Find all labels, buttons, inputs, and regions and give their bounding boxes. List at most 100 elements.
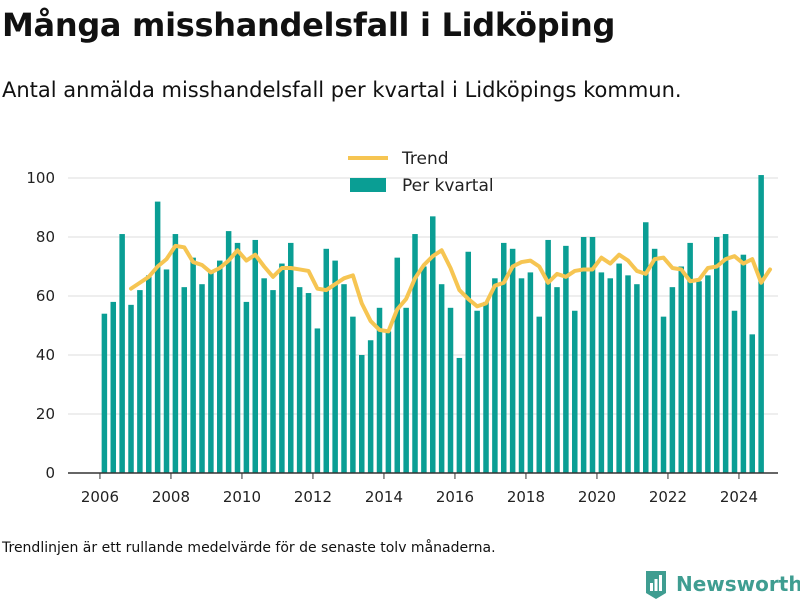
bar [243, 301, 250, 473]
bar [421, 266, 427, 473]
bar [217, 260, 223, 473]
bar [527, 272, 534, 473]
bar [101, 313, 108, 473]
y-tick-label: 100 [26, 169, 55, 187]
bar [190, 257, 196, 473]
bar [154, 201, 161, 473]
bar [438, 284, 445, 473]
bar [323, 248, 330, 473]
footnote: Trendlinjen är ett rullande medelvärde f… [2, 540, 496, 556]
bar [199, 284, 205, 473]
chart-subtitle: Antal anmälda misshandelsfall per kvarta… [2, 78, 682, 102]
bar [687, 242, 693, 473]
x-tick-label: 2018 [507, 488, 545, 506]
x-tick-label: 2014 [365, 488, 403, 506]
x-tick-label: 2012 [294, 488, 332, 506]
bar [172, 234, 179, 473]
bar [554, 287, 560, 473]
bar [208, 272, 214, 473]
bar [536, 316, 543, 473]
bar [234, 242, 241, 473]
bar [403, 307, 409, 473]
chart: 0 20 40 60 80 100 2006 2008 2010 2012 2014 2016 201… [26, 149, 778, 506]
bar [119, 234, 125, 473]
newsworthy-logo-icon [646, 571, 666, 599]
x-tick-label: 2024 [720, 488, 758, 506]
trend-line [129, 243, 773, 334]
bar [634, 284, 640, 473]
bar [279, 263, 285, 473]
bar [474, 310, 480, 473]
brand-logo: Newsworthy [644, 568, 800, 600]
bar [252, 239, 259, 473]
bar [288, 242, 294, 473]
bar [492, 278, 498, 473]
x-tick-label: 2022 [649, 488, 687, 506]
bar [376, 307, 383, 473]
bar [607, 278, 614, 473]
legend-bar-label: Per kvartal [402, 176, 494, 196]
bar [563, 245, 569, 473]
bar [598, 272, 605, 473]
bar [545, 239, 551, 473]
bar [740, 254, 747, 473]
bar [669, 287, 676, 473]
bar [137, 290, 143, 473]
bar [651, 248, 658, 473]
bar [332, 260, 338, 473]
bar [270, 290, 276, 473]
y-tick-label: 80 [36, 228, 55, 246]
bar [705, 275, 711, 473]
bar [146, 275, 152, 473]
bar [678, 266, 685, 473]
x-tick-label: 2008 [152, 488, 190, 506]
y-tick-label: 20 [36, 405, 55, 423]
legend: Trend Per kvartal [348, 149, 494, 196]
y-tick-label: 0 [45, 464, 55, 482]
bar [385, 331, 392, 473]
brand-name: Newsworthy [676, 572, 800, 596]
bar [625, 275, 631, 473]
chart-title: Många misshandelsfall i Lidköping [2, 6, 616, 44]
bar [572, 310, 578, 473]
x-axis-ticks: 2006 2008 2010 2012 2014 2016 2018 2020 2022 2024 [81, 473, 758, 506]
bar [447, 307, 454, 473]
bar [394, 257, 401, 473]
bar [456, 357, 463, 473]
bar [643, 222, 649, 473]
bar [225, 231, 232, 473]
bar [749, 334, 756, 473]
bar [128, 304, 134, 473]
bar [758, 175, 764, 474]
bar [483, 301, 489, 473]
bar [350, 316, 356, 473]
y-tick-label: 60 [36, 287, 55, 305]
bar-series [101, 175, 764, 474]
bar [305, 293, 312, 473]
legend-trend-label: Trend [401, 149, 449, 169]
bar [696, 281, 702, 473]
x-tick-label: 2020 [578, 488, 616, 506]
bar [518, 278, 525, 473]
legend-bar-swatch [350, 178, 386, 192]
bar [163, 269, 170, 473]
bar [616, 263, 622, 473]
bar [580, 237, 587, 473]
bar [314, 328, 321, 473]
x-tick-label: 2010 [223, 488, 261, 506]
bar [296, 287, 303, 473]
bar [359, 355, 365, 473]
x-tick-label: 2016 [436, 488, 474, 506]
bar [261, 278, 267, 473]
bar [412, 234, 418, 473]
y-tick-label: 40 [36, 346, 55, 364]
bar [430, 216, 436, 473]
x-tick-label: 2006 [81, 488, 119, 506]
bar [509, 248, 516, 473]
bar [181, 287, 188, 473]
bar [714, 237, 720, 473]
y-axis-ticks: 0 20 40 60 80 100 [26, 169, 55, 482]
bar [465, 251, 472, 473]
bar [341, 284, 347, 473]
bar [110, 301, 117, 473]
